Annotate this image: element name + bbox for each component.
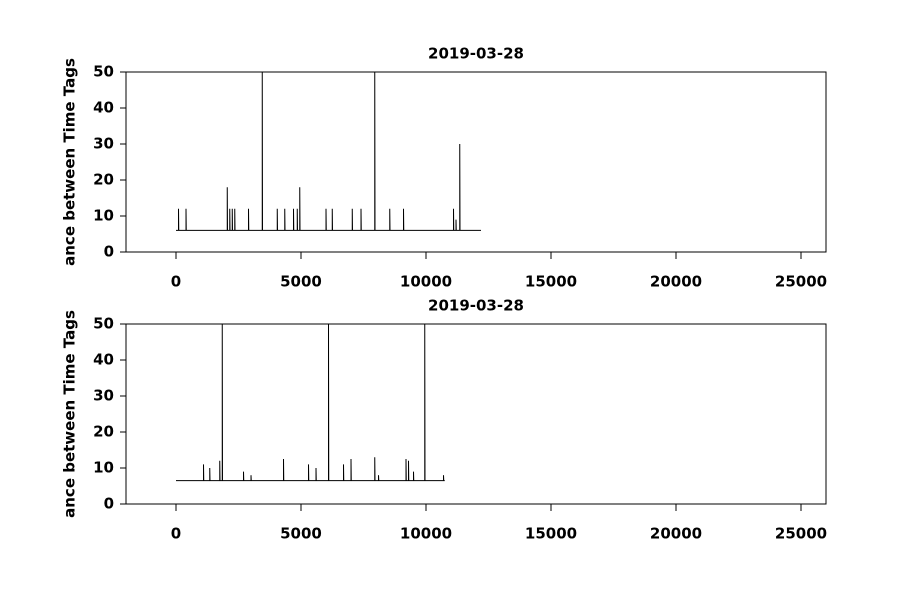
x-tick-label: 25000	[775, 273, 827, 291]
y-axis-label: ance between Time Tags	[61, 310, 79, 518]
x-tick-label: 0	[171, 525, 181, 543]
y-tick-label: 0	[104, 243, 114, 261]
y-tick-label: 50	[93, 63, 114, 81]
chart-title: 2019-03-28	[428, 45, 524, 63]
data-line	[176, 71, 481, 231]
y-tick-label: 40	[93, 99, 114, 117]
data-line	[176, 323, 445, 482]
x-tick-label: 25000	[775, 525, 827, 543]
y-tick-label: 0	[104, 495, 114, 513]
y-tick-label: 50	[93, 315, 114, 333]
chart-title: 2019-03-28	[428, 297, 524, 315]
x-tick-label: 20000	[650, 525, 702, 543]
y-tick-label: 30	[93, 135, 114, 153]
plot-frame	[125, 71, 827, 253]
x-tick-label: 15000	[525, 525, 577, 543]
y-tick-label: 20	[93, 423, 114, 441]
y-tick-label: 30	[93, 387, 114, 405]
x-tick-label: 15000	[525, 273, 577, 291]
x-tick-label: 10000	[400, 525, 452, 543]
plot-frame	[125, 323, 827, 505]
x-tick-label: 5000	[280, 525, 322, 543]
x-tick-label: 0	[171, 273, 181, 291]
y-tick-label: 10	[93, 459, 114, 477]
x-tick-label: 20000	[650, 273, 702, 291]
x-tick-label: 5000	[280, 273, 322, 291]
y-tick-label: 40	[93, 351, 114, 369]
y-tick-label: 20	[93, 171, 114, 189]
x-tick-label: 10000	[400, 273, 452, 291]
y-axis-label: ance between Time Tags	[61, 58, 79, 266]
y-tick-label: 10	[93, 207, 114, 225]
